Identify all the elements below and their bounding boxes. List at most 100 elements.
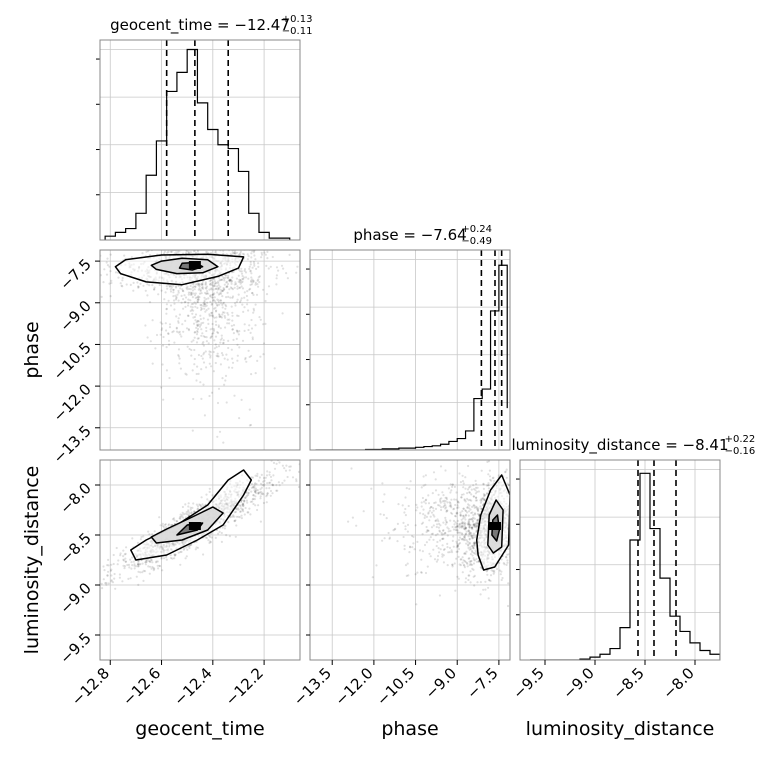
sample-point	[230, 305, 233, 308]
sample-point	[447, 530, 450, 533]
sample-point	[275, 277, 278, 280]
sample-point	[464, 513, 467, 517]
sample-point	[112, 562, 115, 566]
sample-point	[210, 284, 214, 287]
sample-point	[139, 571, 142, 574]
sample-point	[463, 552, 467, 555]
sample-point	[211, 327, 214, 330]
sample-point	[202, 335, 205, 338]
sample-point	[286, 475, 289, 479]
sample-point	[181, 505, 184, 509]
sample-point	[459, 531, 462, 534]
sample-point	[489, 579, 492, 583]
density-peak	[188, 261, 201, 269]
sample-point	[464, 577, 468, 580]
sample-point	[161, 569, 164, 572]
sample-point	[233, 251, 236, 254]
sample-point	[408, 545, 412, 548]
sample-point	[252, 485, 255, 488]
sample-point	[257, 479, 260, 482]
sample-point	[210, 391, 214, 394]
sample-point	[250, 318, 253, 322]
sample-point	[466, 565, 469, 568]
sample-point	[217, 325, 220, 329]
sample-point	[251, 245, 253, 247]
sample-point	[195, 341, 199, 344]
sample-point	[137, 285, 140, 288]
sample-point	[196, 283, 199, 286]
sample-point	[502, 562, 505, 565]
sample-point	[233, 511, 236, 514]
sample-point	[250, 276, 253, 279]
sample-point	[209, 295, 212, 298]
sample-point	[132, 560, 135, 563]
sample-point	[209, 541, 212, 544]
sample-point	[428, 507, 432, 510]
sample-point	[175, 315, 178, 318]
sample-point	[218, 430, 222, 433]
sample-point	[422, 508, 425, 511]
y-tick-label: −12.0	[50, 380, 95, 425]
sample-point	[150, 567, 153, 570]
sample-point	[147, 235, 149, 237]
sample-point	[488, 579, 491, 582]
sample-point	[500, 578, 503, 582]
sample-point	[433, 558, 437, 561]
sample-point	[453, 523, 456, 526]
sample-point	[236, 508, 239, 511]
sample-point	[474, 522, 478, 525]
sample-point	[467, 518, 471, 521]
sample-point	[435, 560, 438, 563]
sample-point	[446, 534, 449, 537]
sample-point	[412, 542, 415, 545]
sample-point	[268, 481, 271, 484]
sample-point	[227, 339, 230, 342]
sample-point	[472, 568, 475, 572]
sample-point	[202, 361, 206, 364]
sample-point	[238, 504, 242, 507]
sample-point	[446, 542, 449, 546]
sample-point	[463, 499, 466, 502]
sample-point	[454, 503, 457, 507]
sample-point	[204, 350, 207, 353]
sample-point	[470, 535, 473, 538]
sample-point	[408, 551, 411, 554]
sample-point	[456, 511, 459, 515]
sample-point	[516, 529, 518, 531]
sample-point	[206, 318, 210, 321]
sample-point	[174, 285, 178, 288]
sample-point	[193, 315, 197, 319]
sample-point	[454, 528, 457, 532]
sample-point	[215, 323, 218, 326]
sample-point	[271, 255, 274, 259]
sample-point	[240, 247, 242, 249]
sample-point	[210, 335, 213, 338]
sample-point	[429, 506, 432, 509]
sample-point	[189, 284, 192, 288]
sample-point	[186, 548, 189, 551]
sample-point	[427, 511, 430, 514]
sample-point	[487, 597, 490, 600]
sample-point	[301, 255, 303, 257]
sample-point	[193, 242, 195, 244]
sample-point	[223, 314, 226, 318]
sample-point	[459, 564, 462, 567]
sample-point	[246, 253, 249, 256]
sample-point	[510, 496, 512, 498]
sample-point	[192, 322, 196, 325]
sample-point	[461, 510, 464, 513]
sample-point	[465, 542, 468, 545]
sample-point	[205, 298, 208, 301]
sample-point	[265, 487, 268, 490]
sample-point	[472, 551, 475, 555]
sample-point	[148, 560, 151, 563]
sample-point	[466, 511, 469, 514]
sample-point	[464, 528, 467, 531]
y-tick-label: −13.5	[50, 422, 95, 467]
sample-point	[483, 498, 486, 501]
sample-point	[183, 294, 186, 297]
sample-point	[138, 563, 141, 566]
sample-point	[159, 524, 162, 527]
sample-point	[123, 565, 127, 568]
sample-point	[454, 514, 457, 518]
